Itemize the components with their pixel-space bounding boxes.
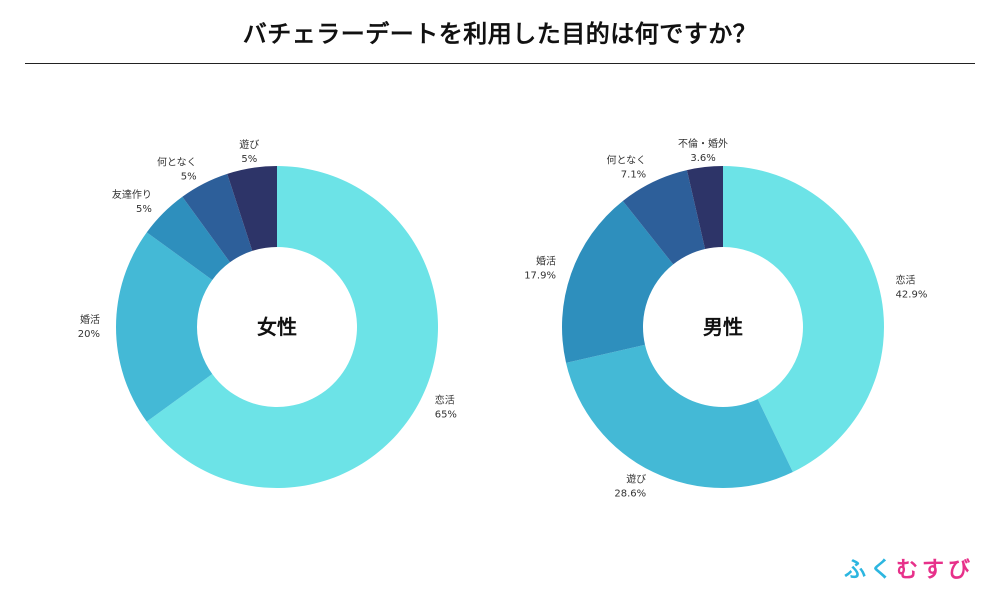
slice-category-label: 遊び [239,138,259,151]
slice-label: 恋活 65% [435,393,457,420]
slice-category-label: 恋活 [896,274,916,287]
slice-label: 婚活 17.9% [524,254,556,281]
donut-slice [723,166,885,473]
donut-chart-male: 恋活 42.9% 遊び 28.6% 婚活 17.9% 何となく 7.1% 不倫・婚外 3.6% 男性 [524,137,927,499]
slice-label: 不倫・婚外 3.6% [678,137,728,164]
donut-center-label: 女性 [257,315,297,339]
brand-logo-part-2: むすび [895,558,974,583]
donut-slice [566,344,793,489]
slice-label: 何となく 7.1% [606,154,646,181]
slice-value-label: 20% [78,329,100,340]
slice-category-label: 何となく [157,155,197,168]
slice-label: 恋活 42.9% [896,274,928,301]
slice-label: 婚活 20% [78,313,100,340]
slice-category-label: 恋活 [435,393,455,406]
donut-slice [227,166,277,251]
slice-value-label: 7.1% [621,170,646,181]
slice-value-label: 28.6% [614,488,646,499]
slice-value-label: 5% [241,154,257,165]
donut-slice [116,232,213,422]
slice-category-label: 不倫・婚外 [678,137,728,150]
slice-category-label: 婚活 [536,254,556,267]
brand-logo: ふくむすび [844,552,974,584]
slice-label: 何となく 5% [157,155,197,182]
slice-category-label: 婚活 [80,313,100,326]
slice-label: 友達作り 5% [112,188,152,215]
donut-slice [146,166,438,489]
donut-slice [686,166,723,250]
donut-chart-female: 恋活 65% 婚活 20% 友達作り 5% 何となく 5% 遊び 5% 女性 [78,138,457,489]
slice-label: 遊び 5% [239,138,259,165]
slice-category-label: 何となく [606,154,646,167]
donut-center-label: 男性 [703,315,743,339]
slice-value-label: 3.6% [690,153,715,164]
donut-slice [182,173,253,263]
slice-value-label: 17.9% [524,270,556,281]
donut-slice [561,200,674,363]
brand-logo-part-1: ふく [843,558,896,583]
slice-value-label: 5% [181,171,197,182]
donut-slice [146,196,230,280]
slice-category-label: 友達作り [112,188,152,201]
title-divider [25,63,975,64]
page-title: バチェラーデートを利用した目的は何ですか？ [242,20,758,48]
slice-label: 遊び 28.6% [614,472,646,499]
donut-slice [622,170,706,265]
slice-category-label: 遊び [626,472,646,485]
slice-value-label: 5% [136,204,152,215]
slice-value-label: 65% [435,409,457,420]
slice-value-label: 42.9% [896,290,928,301]
